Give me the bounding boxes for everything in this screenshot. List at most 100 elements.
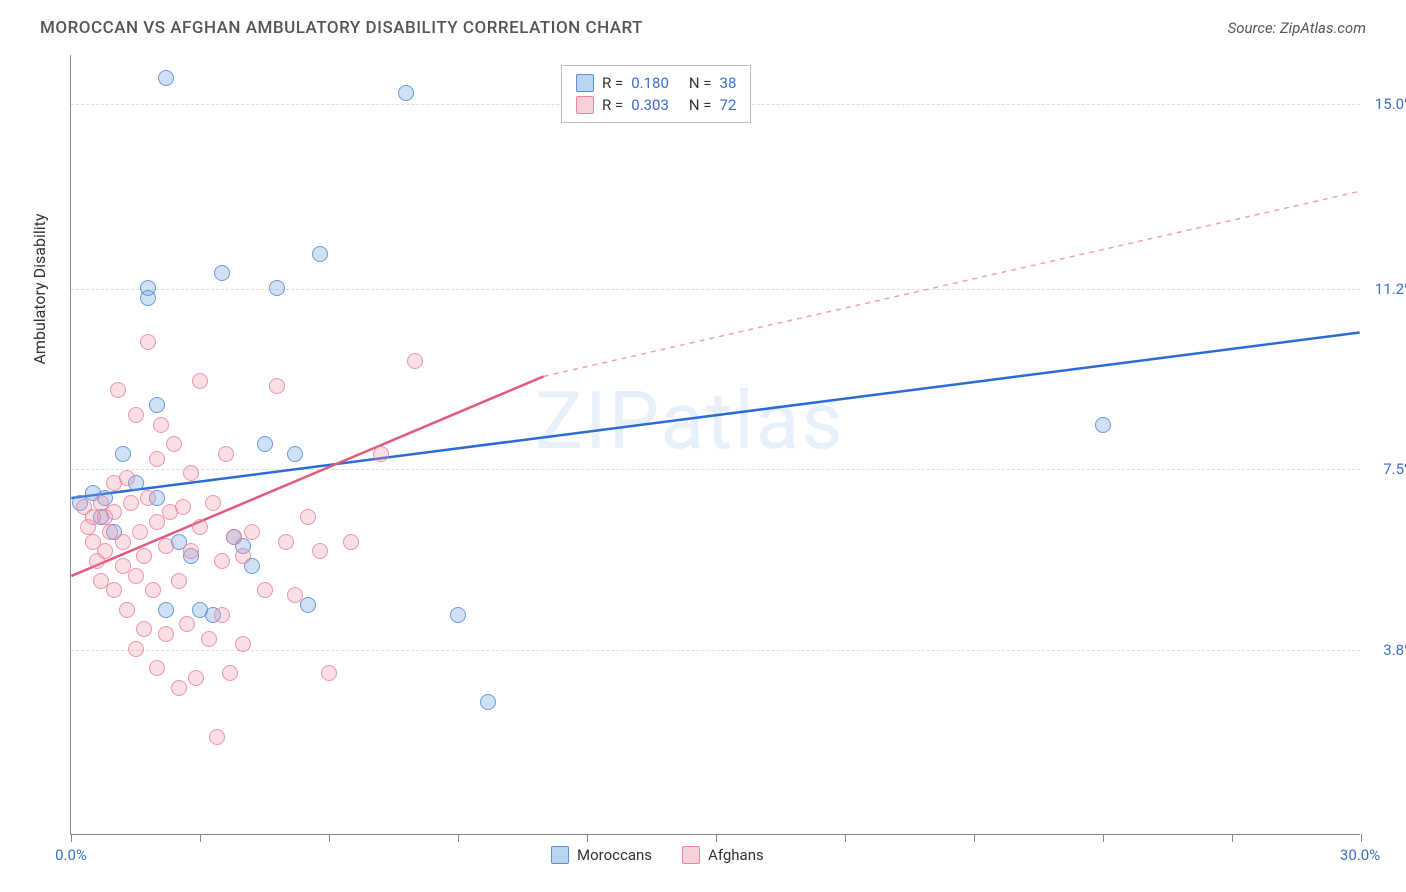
scatter-point (119, 470, 135, 486)
scatter-point (244, 524, 260, 540)
scatter-point (123, 495, 139, 511)
scatter-point (321, 665, 337, 681)
n-label: N = (689, 74, 712, 92)
plot-area: ZIPatlas 3.8%7.5%11.2%15.0% R = 0.180 N … (70, 55, 1360, 835)
scatter-point (149, 660, 165, 676)
x-tick (329, 834, 330, 842)
scatter-point (158, 602, 174, 618)
scatter-point (300, 597, 316, 613)
y-tick-label: 11.2% (1375, 280, 1406, 298)
scatter-point (128, 641, 144, 657)
scatter-point (110, 382, 126, 398)
legend-item-afghans: Afghans (682, 846, 764, 864)
scatter-point (128, 568, 144, 584)
chart-header: MOROCCAN VS AFGHAN AMBULATORY DISABILITY… (40, 18, 1366, 38)
scatter-point (312, 246, 328, 262)
scatter-point (183, 465, 199, 481)
trend-line (544, 191, 1360, 376)
gridline (71, 650, 1360, 651)
scatter-point (132, 524, 148, 540)
scatter-point (171, 680, 187, 696)
gridline (71, 469, 1360, 470)
n-label: N = (689, 96, 712, 114)
gridline (71, 289, 1360, 290)
chart-title: MOROCCAN VS AFGHAN AMBULATORY DISABILITY… (40, 18, 643, 38)
x-tick (200, 834, 201, 842)
scatter-point (300, 509, 316, 525)
scatter-point (149, 451, 165, 467)
scatter-point (179, 616, 195, 632)
r-label: R = (602, 74, 623, 92)
scatter-point (226, 529, 242, 545)
scatter-point (97, 543, 113, 559)
x-tick (1232, 834, 1233, 842)
scatter-point (106, 582, 122, 598)
scatter-point (214, 265, 230, 281)
scatter-point (175, 499, 191, 515)
y-tick-label: 15.0% (1375, 95, 1406, 113)
n-value-moroccans: 38 (720, 74, 737, 92)
scatter-point (269, 378, 285, 394)
scatter-point (214, 607, 230, 623)
scatter-point (128, 407, 144, 423)
watermark-text: ZIPatlas (535, 374, 845, 468)
swatch-blue-icon (576, 74, 594, 92)
x-tick (716, 834, 717, 842)
scatter-point (257, 436, 273, 452)
scatter-point (153, 417, 169, 433)
scatter-point (158, 70, 174, 86)
scatter-point (480, 694, 496, 710)
scatter-point (166, 436, 182, 452)
legend-item-moroccans: Moroccans (551, 846, 652, 864)
legend-label-moroccans: Moroccans (577, 846, 652, 864)
scatter-point (312, 543, 328, 559)
swatch-blue-icon (551, 846, 569, 864)
x-tick (1103, 834, 1104, 842)
scatter-point (343, 534, 359, 550)
x-axis-end-label: 30.0% (1340, 846, 1380, 864)
x-tick (1361, 834, 1362, 842)
scatter-point (140, 290, 156, 306)
scatter-point (235, 548, 251, 564)
scatter-point (192, 519, 208, 535)
scatter-point (205, 495, 221, 511)
trend-line (71, 333, 1359, 499)
x-tick (974, 834, 975, 842)
scatter-point (106, 504, 122, 520)
scatter-point (209, 729, 225, 745)
trend-line (71, 376, 543, 576)
scatter-point (136, 621, 152, 637)
scatter-point (450, 607, 466, 623)
x-tick (458, 834, 459, 842)
y-axis-label: Ambulatory Disability (30, 214, 49, 365)
y-tick-label: 3.8% (1383, 641, 1406, 659)
swatch-pink-icon (576, 96, 594, 114)
x-tick (845, 834, 846, 842)
legend-row-moroccans: R = 0.180 N = 38 (576, 72, 736, 94)
scatter-point (222, 665, 238, 681)
scatter-point (136, 548, 152, 564)
series-legend: Moroccans Afghans (551, 846, 764, 864)
x-tick (71, 834, 72, 842)
r-value-afghans: 0.303 (631, 96, 669, 114)
source-label: Source: ZipAtlas.com (1228, 19, 1366, 37)
scatter-point (192, 373, 208, 389)
scatter-point (140, 490, 156, 506)
scatter-point (398, 85, 414, 101)
scatter-point (269, 280, 285, 296)
scatter-point (149, 397, 165, 413)
legend-row-afghans: R = 0.303 N = 72 (576, 94, 736, 116)
scatter-point (235, 636, 251, 652)
scatter-point (257, 582, 273, 598)
n-value-afghans: 72 (720, 96, 737, 114)
scatter-point (287, 446, 303, 462)
scatter-point (1095, 417, 1111, 433)
x-tick (587, 834, 588, 842)
swatch-pink-icon (682, 846, 700, 864)
y-tick-label: 7.5% (1383, 460, 1406, 478)
scatter-point (278, 534, 294, 550)
scatter-point (188, 670, 204, 686)
scatter-point (214, 553, 230, 569)
correlation-legend: R = 0.180 N = 38 R = 0.303 N = 72 (561, 65, 751, 123)
scatter-point (171, 573, 187, 589)
